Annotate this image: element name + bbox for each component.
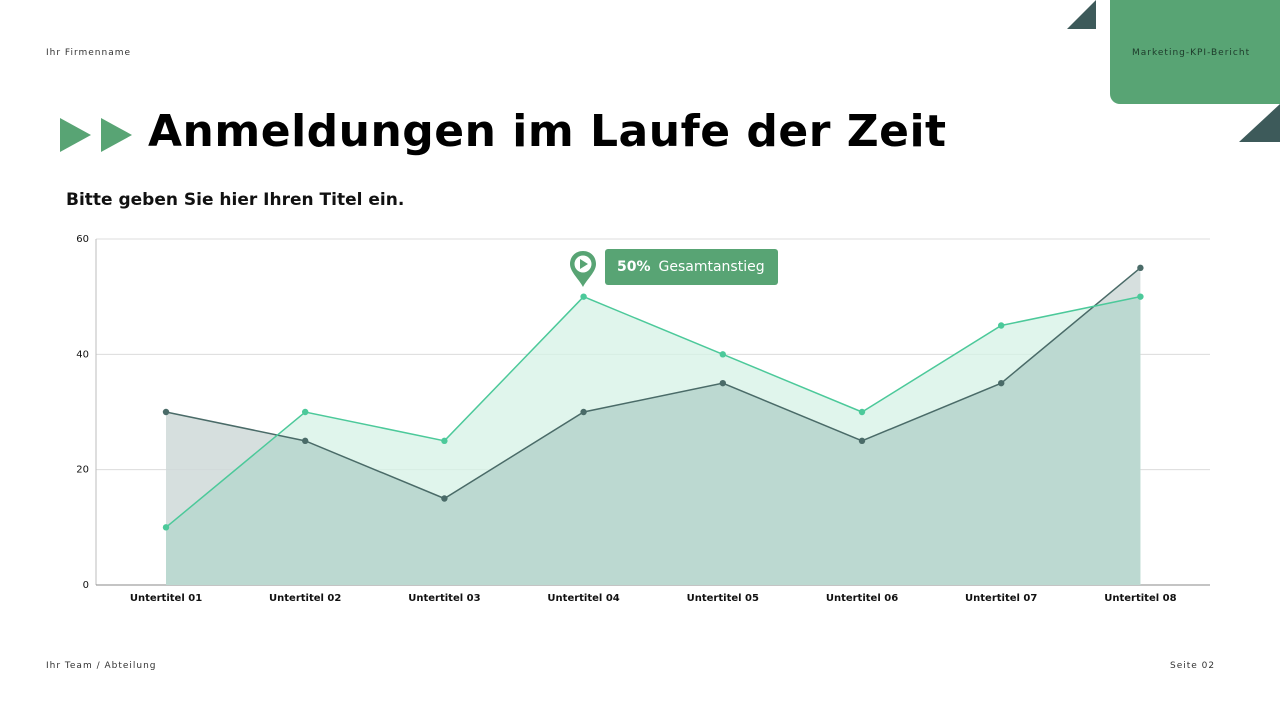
report-label-tab: Marketing-KPI-Bericht [1110, 0, 1280, 104]
x-tick-label: Untertitel 02 [269, 593, 341, 604]
data-point [162, 524, 170, 531]
x-tick-label: Untertitel 06 [826, 593, 898, 604]
overlap-area [166, 296, 1141, 585]
map-pin-play-icon [568, 249, 598, 293]
callout-value: 50% [617, 259, 651, 275]
play-arrow-icon [60, 118, 91, 152]
callout-badge: 50% Gesamtanstieg [605, 249, 778, 285]
series-line [165, 267, 1141, 500]
data-point [998, 379, 1005, 387]
data-point [858, 437, 866, 445]
play-arrow-icon [101, 118, 132, 152]
decorative-triangle-right [1239, 104, 1280, 142]
chart-subtitle: Bitte geben Sie hier Ihren Titel ein. [66, 190, 405, 210]
data-point [1137, 264, 1144, 272]
series-line [165, 295, 1141, 528]
page-number: Seite 02 [1170, 661, 1216, 671]
x-tick-label: Untertitel 04 [547, 593, 619, 604]
company-name: Ihr Firmenname [46, 48, 132, 58]
y-tick-label: 0 [83, 580, 89, 591]
y-tick-label: 60 [76, 234, 89, 245]
data-point [580, 293, 587, 300]
data-point [441, 495, 448, 502]
y-tick-label: 20 [76, 465, 89, 476]
data-point [1137, 293, 1144, 300]
x-tick-label: Untertitel 03 [408, 593, 480, 604]
x-tick-label: Untertitel 07 [965, 593, 1037, 604]
data-point [441, 437, 448, 445]
y-tick-label: 40 [76, 349, 89, 360]
data-point [719, 379, 726, 387]
data-point [162, 408, 170, 416]
report-label: Marketing-KPI-Bericht [1132, 48, 1251, 58]
data-point [998, 322, 1005, 329]
data-point [302, 408, 309, 416]
data-point [858, 408, 866, 416]
data-point [302, 437, 309, 445]
data-point [580, 408, 587, 416]
x-tick-label: Untertitel 01 [130, 593, 202, 604]
data-point [719, 351, 726, 358]
x-tick-label: Untertitel 05 [687, 593, 759, 604]
area-chart: 0 20 40 60 Untertitel 01 Untertitel 02 Unterti… [76, 234, 1210, 604]
footer-team: Ihr Team / Abteilung [46, 661, 157, 671]
title-arrows-icon [60, 118, 132, 152]
x-tick-label: Untertitel 08 [1104, 593, 1176, 604]
decorative-triangle-top [1067, 0, 1096, 29]
page-title: Anmeldungen im Laufe der Zeit [148, 106, 947, 157]
callout-label: Gesamtanstieg [658, 259, 765, 275]
